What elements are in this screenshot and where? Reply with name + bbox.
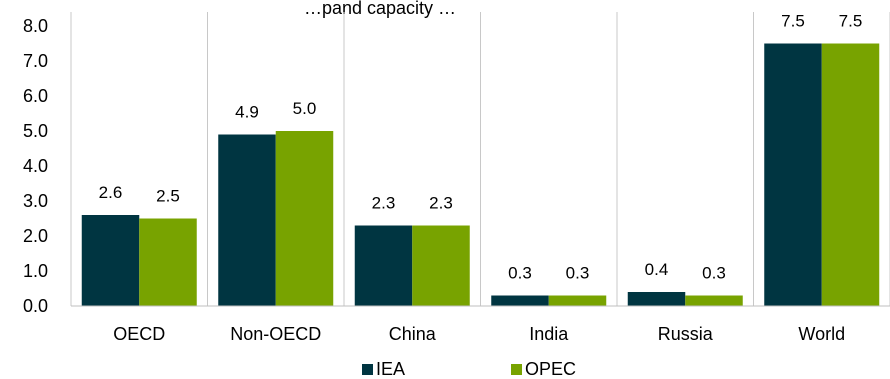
gridlines [70, 12, 890, 306]
y-tick-label: 3.0 [23, 191, 48, 211]
data-label-bg [363, 192, 404, 215]
y-tick-label: 1.0 [23, 261, 48, 281]
bar-opec-oecd [139, 218, 197, 306]
data-label-bg [227, 101, 267, 124]
bars [81, 43, 880, 306]
bar-iea-russia [627, 292, 686, 306]
data-label-bg [636, 259, 677, 281]
data-label-bg [830, 10, 871, 33]
category-label: China [389, 324, 437, 344]
legend-label-iea: IEA [376, 359, 405, 379]
category-labels: OECD Non-OECD China India Russia World [113, 324, 845, 344]
data-label-bg [90, 182, 131, 204]
bar-opec-non-oecd [275, 131, 334, 306]
data-label-bg [500, 262, 540, 285]
y-tick-label: 7.0 [23, 51, 48, 71]
data-labels: 2.6 2.5 4.9 5.0 2.3 2.3 0.3 0.3 0.4 0.3 7.5 7.5 [90, 10, 871, 285]
y-tick-label: 0.0 [23, 296, 48, 316]
data-label: 2.3 [429, 194, 453, 213]
bar-iea-oecd [81, 215, 140, 306]
bar-iea-india [491, 295, 549, 306]
data-label: 0.4 [645, 260, 669, 279]
bar-opec-russia [685, 295, 743, 306]
bar-opec-world [821, 43, 880, 306]
data-label: 5.0 [293, 99, 317, 118]
category-label: OECD [113, 324, 165, 344]
bar-iea-world [764, 43, 822, 306]
legend-swatch-opec [511, 364, 522, 375]
category-label: Russia [658, 324, 714, 344]
bar-iea-non-oecd [218, 134, 276, 306]
y-axis-ticks: 0.0 1.0 2.0 3.0 4.0 5.0 6.0 7.0 8.0 [23, 16, 48, 316]
chart-title: …pand capacity … [304, 0, 456, 18]
category-label: Non-OECD [230, 324, 321, 344]
data-label: 0.3 [566, 264, 590, 283]
y-tick-label: 6.0 [23, 86, 48, 106]
bar-opec-china [412, 225, 470, 306]
data-label: 2.5 [156, 187, 180, 206]
bar-opec-india [548, 295, 607, 306]
data-label: 2.3 [372, 194, 396, 213]
bar-iea-china [354, 225, 413, 306]
category-label: India [529, 324, 569, 344]
data-label-bg [694, 262, 734, 285]
y-tick-label: 4.0 [23, 156, 48, 176]
category-label: World [798, 324, 845, 344]
data-label-bg [773, 10, 813, 33]
data-label: 4.9 [235, 103, 259, 122]
y-tick-label: 2.0 [23, 226, 48, 246]
data-label-bg [557, 262, 598, 285]
y-tick-label: 5.0 [23, 121, 48, 141]
data-label: 7.5 [839, 12, 863, 31]
data-label: 0.3 [702, 264, 726, 283]
legend: IEA OPEC [362, 359, 576, 379]
legend-label-opec: OPEC [525, 359, 576, 379]
data-label: 0.3 [508, 264, 532, 283]
y-tick-label: 8.0 [23, 16, 48, 36]
legend-swatch-iea [362, 364, 373, 375]
data-label: 2.6 [99, 183, 123, 202]
data-label-bg [148, 185, 188, 208]
data-label: 7.5 [781, 12, 805, 31]
data-label-bg [421, 192, 461, 215]
data-label-bg [284, 98, 325, 120]
